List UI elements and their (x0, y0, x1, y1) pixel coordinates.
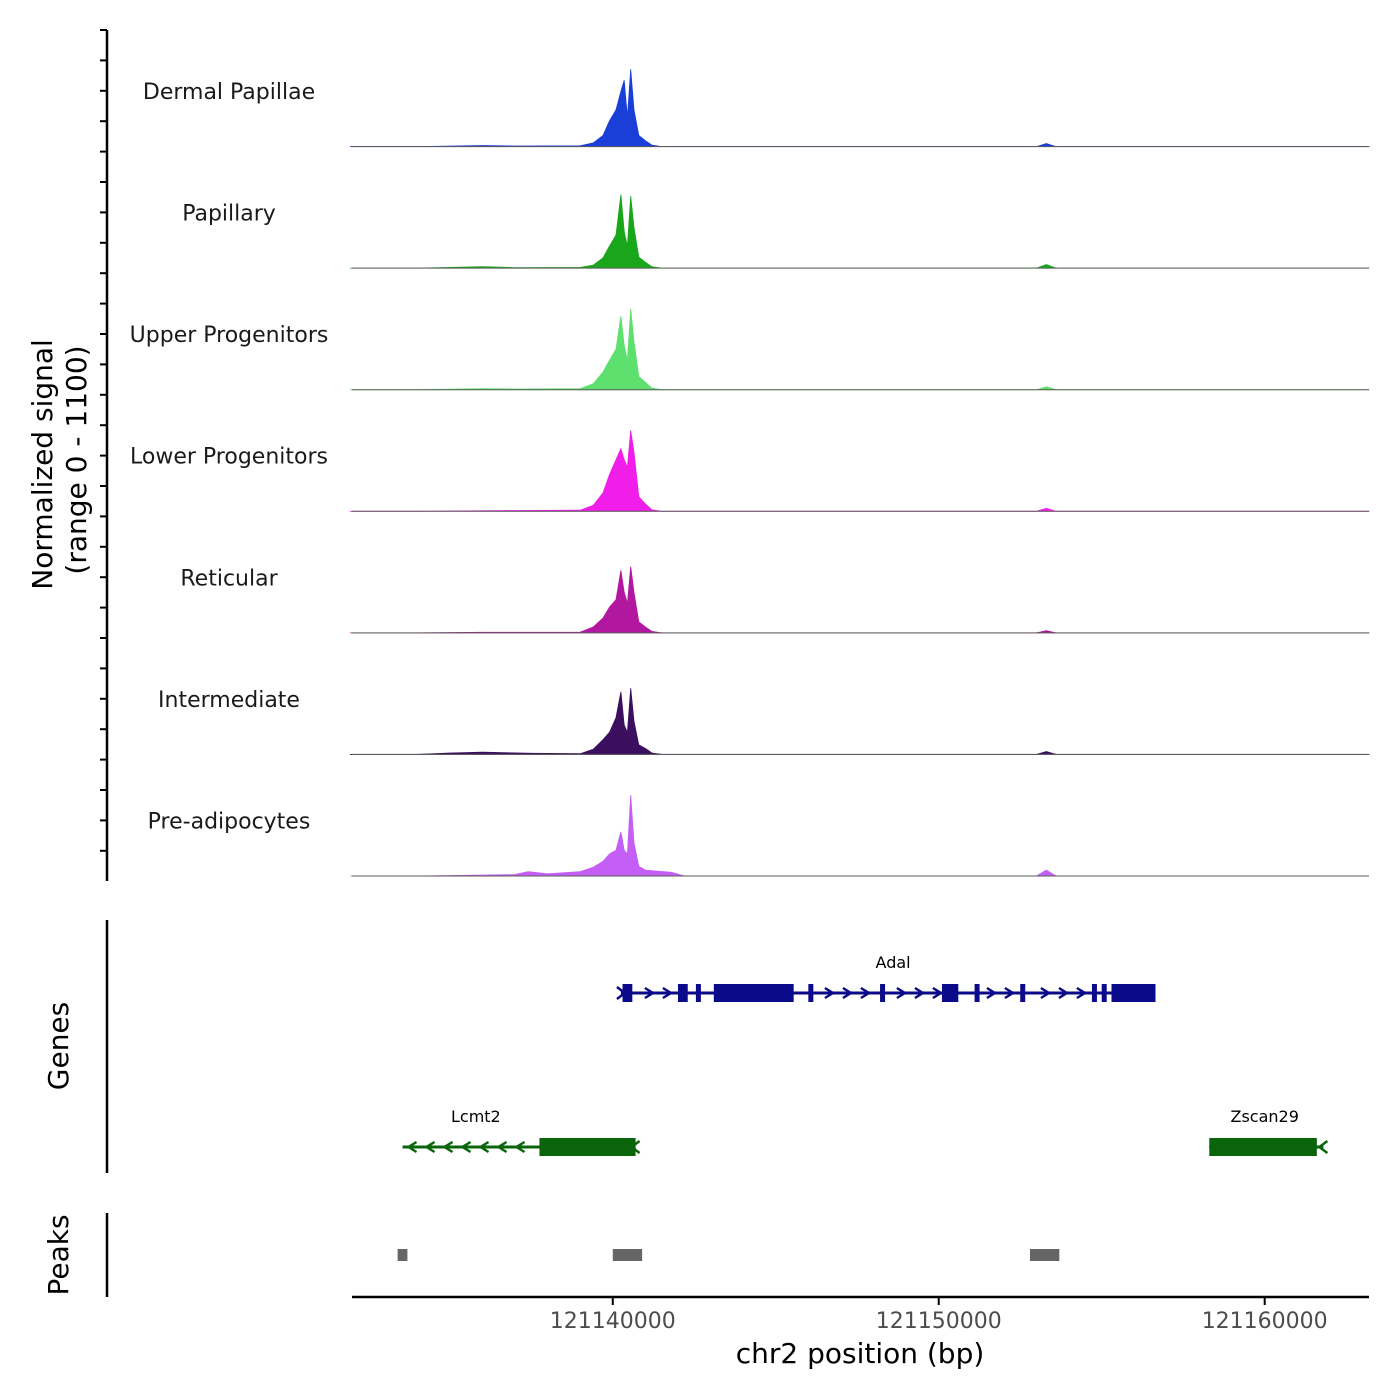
exon-block (808, 984, 814, 1002)
track-label: Papillary (182, 202, 276, 227)
track-5: Intermediate (158, 688, 1370, 755)
strand-arrow (496, 1140, 508, 1154)
signal-area (350, 69, 1370, 147)
x-tick-label: 121160000 (1202, 1309, 1328, 1334)
track-6: Pre-adipocytes (148, 794, 1369, 877)
peaks-panel-label: Peaks (42, 1214, 75, 1295)
strand-arrow (986, 986, 998, 1000)
peak-block (1030, 1249, 1060, 1261)
track-label: Reticular (180, 566, 278, 591)
y-axis-title-line1: Normalized signal (26, 339, 59, 590)
strand-arrow (662, 986, 674, 1000)
exon-block (1091, 984, 1097, 1002)
exon-block (713, 984, 794, 1002)
signal-area (350, 566, 1370, 634)
strand-arrow (1040, 986, 1052, 1000)
track-label: Dermal Papillae (143, 80, 315, 105)
gene-label: Lcmt2 (451, 1107, 501, 1126)
track-0: Dermal Papillae (143, 69, 1370, 148)
genes-panel-label: Genes (42, 1002, 75, 1090)
gene-zscan29: Zscan29 (1209, 1107, 1329, 1156)
strand-arrow (514, 1140, 526, 1154)
peak-tracks (397, 1249, 1060, 1261)
signal-tracks: Dermal Papillae Papillary Upper Progenitor… (130, 69, 1370, 877)
track-1: Papillary (182, 194, 1370, 269)
track-3: Lower Progenitors (130, 430, 1370, 512)
track-4: Reticular (180, 566, 1370, 634)
peak-block (397, 1249, 408, 1261)
strand-arrow (1004, 986, 1016, 1000)
strand-arrow (1076, 986, 1088, 1000)
axes: 121140000 121150000 121160000 (100, 29, 1369, 1334)
exon-block (1111, 984, 1156, 1002)
exon-block (622, 984, 633, 1002)
exon-block (677, 984, 688, 1002)
x-tick-label: 121150000 (876, 1309, 1002, 1334)
exon-block (1020, 984, 1026, 1002)
x-axis-title: chr2 position (bp) (736, 1337, 985, 1370)
strand-arrow (442, 1140, 454, 1154)
strand-arrow (406, 1140, 418, 1154)
gene-lcmt2: Lcmt2 (402, 1107, 641, 1156)
strand-arrow (932, 986, 944, 1000)
peak-block (612, 1249, 643, 1261)
exon-block (974, 984, 980, 1002)
track-2: Upper Progenitors (130, 308, 1370, 391)
strand-arrow (842, 986, 854, 1000)
gene-tracks: Adal Lcmt2 Zscan29 (402, 953, 1329, 1156)
strand-arrow (1058, 986, 1070, 1000)
track-label: Upper Progenitors (130, 323, 329, 348)
strand-arrow (824, 986, 836, 1000)
track-label: Pre-adipocytes (148, 809, 311, 834)
y-axis-title: Normalized signal (range 0 - 1100) (26, 330, 93, 589)
signal-area (350, 194, 1370, 269)
exon-block (539, 1138, 636, 1156)
y-axis-title-line2: (range 0 - 1100) (60, 345, 93, 574)
strand-arrow (424, 1140, 436, 1154)
track-label: Intermediate (158, 688, 300, 713)
gene-adal: Adal (616, 953, 1156, 1002)
strand-arrow (896, 986, 908, 1000)
track-label: Lower Progenitors (130, 445, 328, 470)
strand-arrow (478, 1140, 490, 1154)
exon-block (1209, 1138, 1317, 1156)
exon-block (941, 984, 959, 1002)
exon-block (695, 984, 701, 1002)
gene-label: Zscan29 (1230, 1107, 1298, 1126)
strand-arrow (460, 1140, 472, 1154)
strand-arrow (644, 986, 656, 1000)
gene-label: Adal (876, 953, 911, 972)
exon-block (1101, 984, 1107, 1002)
signal-area (350, 308, 1370, 391)
signal-area (350, 430, 1370, 512)
exon-block (880, 984, 886, 1002)
strand-arrow (1317, 1140, 1329, 1154)
signal-area (350, 794, 1369, 877)
strand-arrow (860, 986, 872, 1000)
x-tick-label: 121140000 (550, 1309, 676, 1334)
signal-area (350, 688, 1370, 755)
strand-arrow (914, 986, 926, 1000)
